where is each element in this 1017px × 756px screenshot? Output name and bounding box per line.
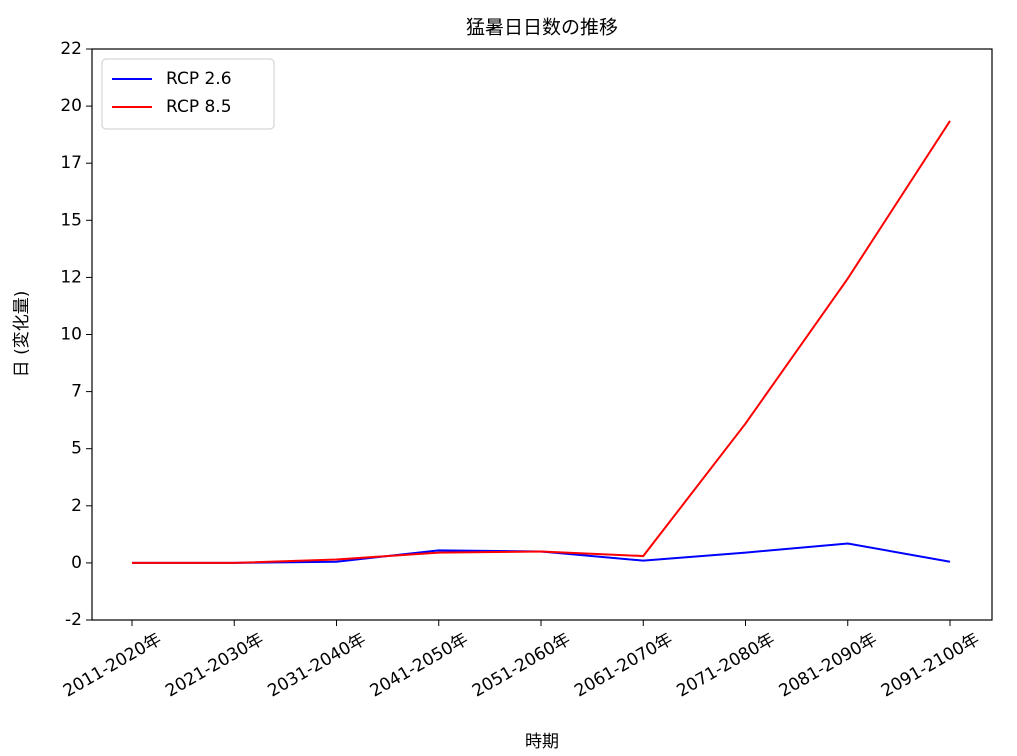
x-tick-label: 2031-2040年: [265, 629, 370, 701]
y-tick-label: 12: [60, 267, 82, 287]
x-tick-label: 2021-2030年: [162, 629, 267, 701]
y-tick-label: -2: [65, 610, 82, 630]
y-tick-label: 10: [60, 325, 82, 345]
y-tick-label: 17: [60, 153, 82, 173]
line-series: [132, 120, 951, 564]
legend-box: [101, 58, 275, 130]
chart-title: 猛暑日日数の推移: [466, 17, 618, 39]
x-tick-label: 2011-2020年: [60, 629, 165, 701]
y-tick-label: 2: [71, 496, 82, 516]
y-tick-label: 7: [71, 382, 82, 402]
x-tick-label: 2061-2070年: [571, 629, 676, 701]
y-tick-label: 22: [60, 39, 82, 59]
x-tick-label: 2041-2050年: [367, 629, 472, 701]
legend-label: RCP 2.6: [166, 69, 232, 89]
x-tick-label: 2081-2090年: [776, 629, 881, 701]
x-tick-label: 2051-2060年: [469, 629, 574, 701]
y-tick-label: 20: [60, 96, 82, 116]
plot-frame: [91, 48, 993, 621]
y-tick-label: 5: [71, 439, 82, 459]
x-axis-label: 時期: [525, 732, 559, 752]
x-tick-label: 2071-2080年: [674, 629, 779, 701]
legend-label: RCP 8.5: [166, 97, 232, 117]
x-tick-label: 2091-2100年: [878, 629, 983, 701]
y-tick-label: 15: [60, 210, 82, 230]
y-tick-label: 0: [71, 553, 82, 573]
line-series: [132, 542, 951, 564]
y-axis-label: 日 (変化量): [12, 291, 32, 378]
